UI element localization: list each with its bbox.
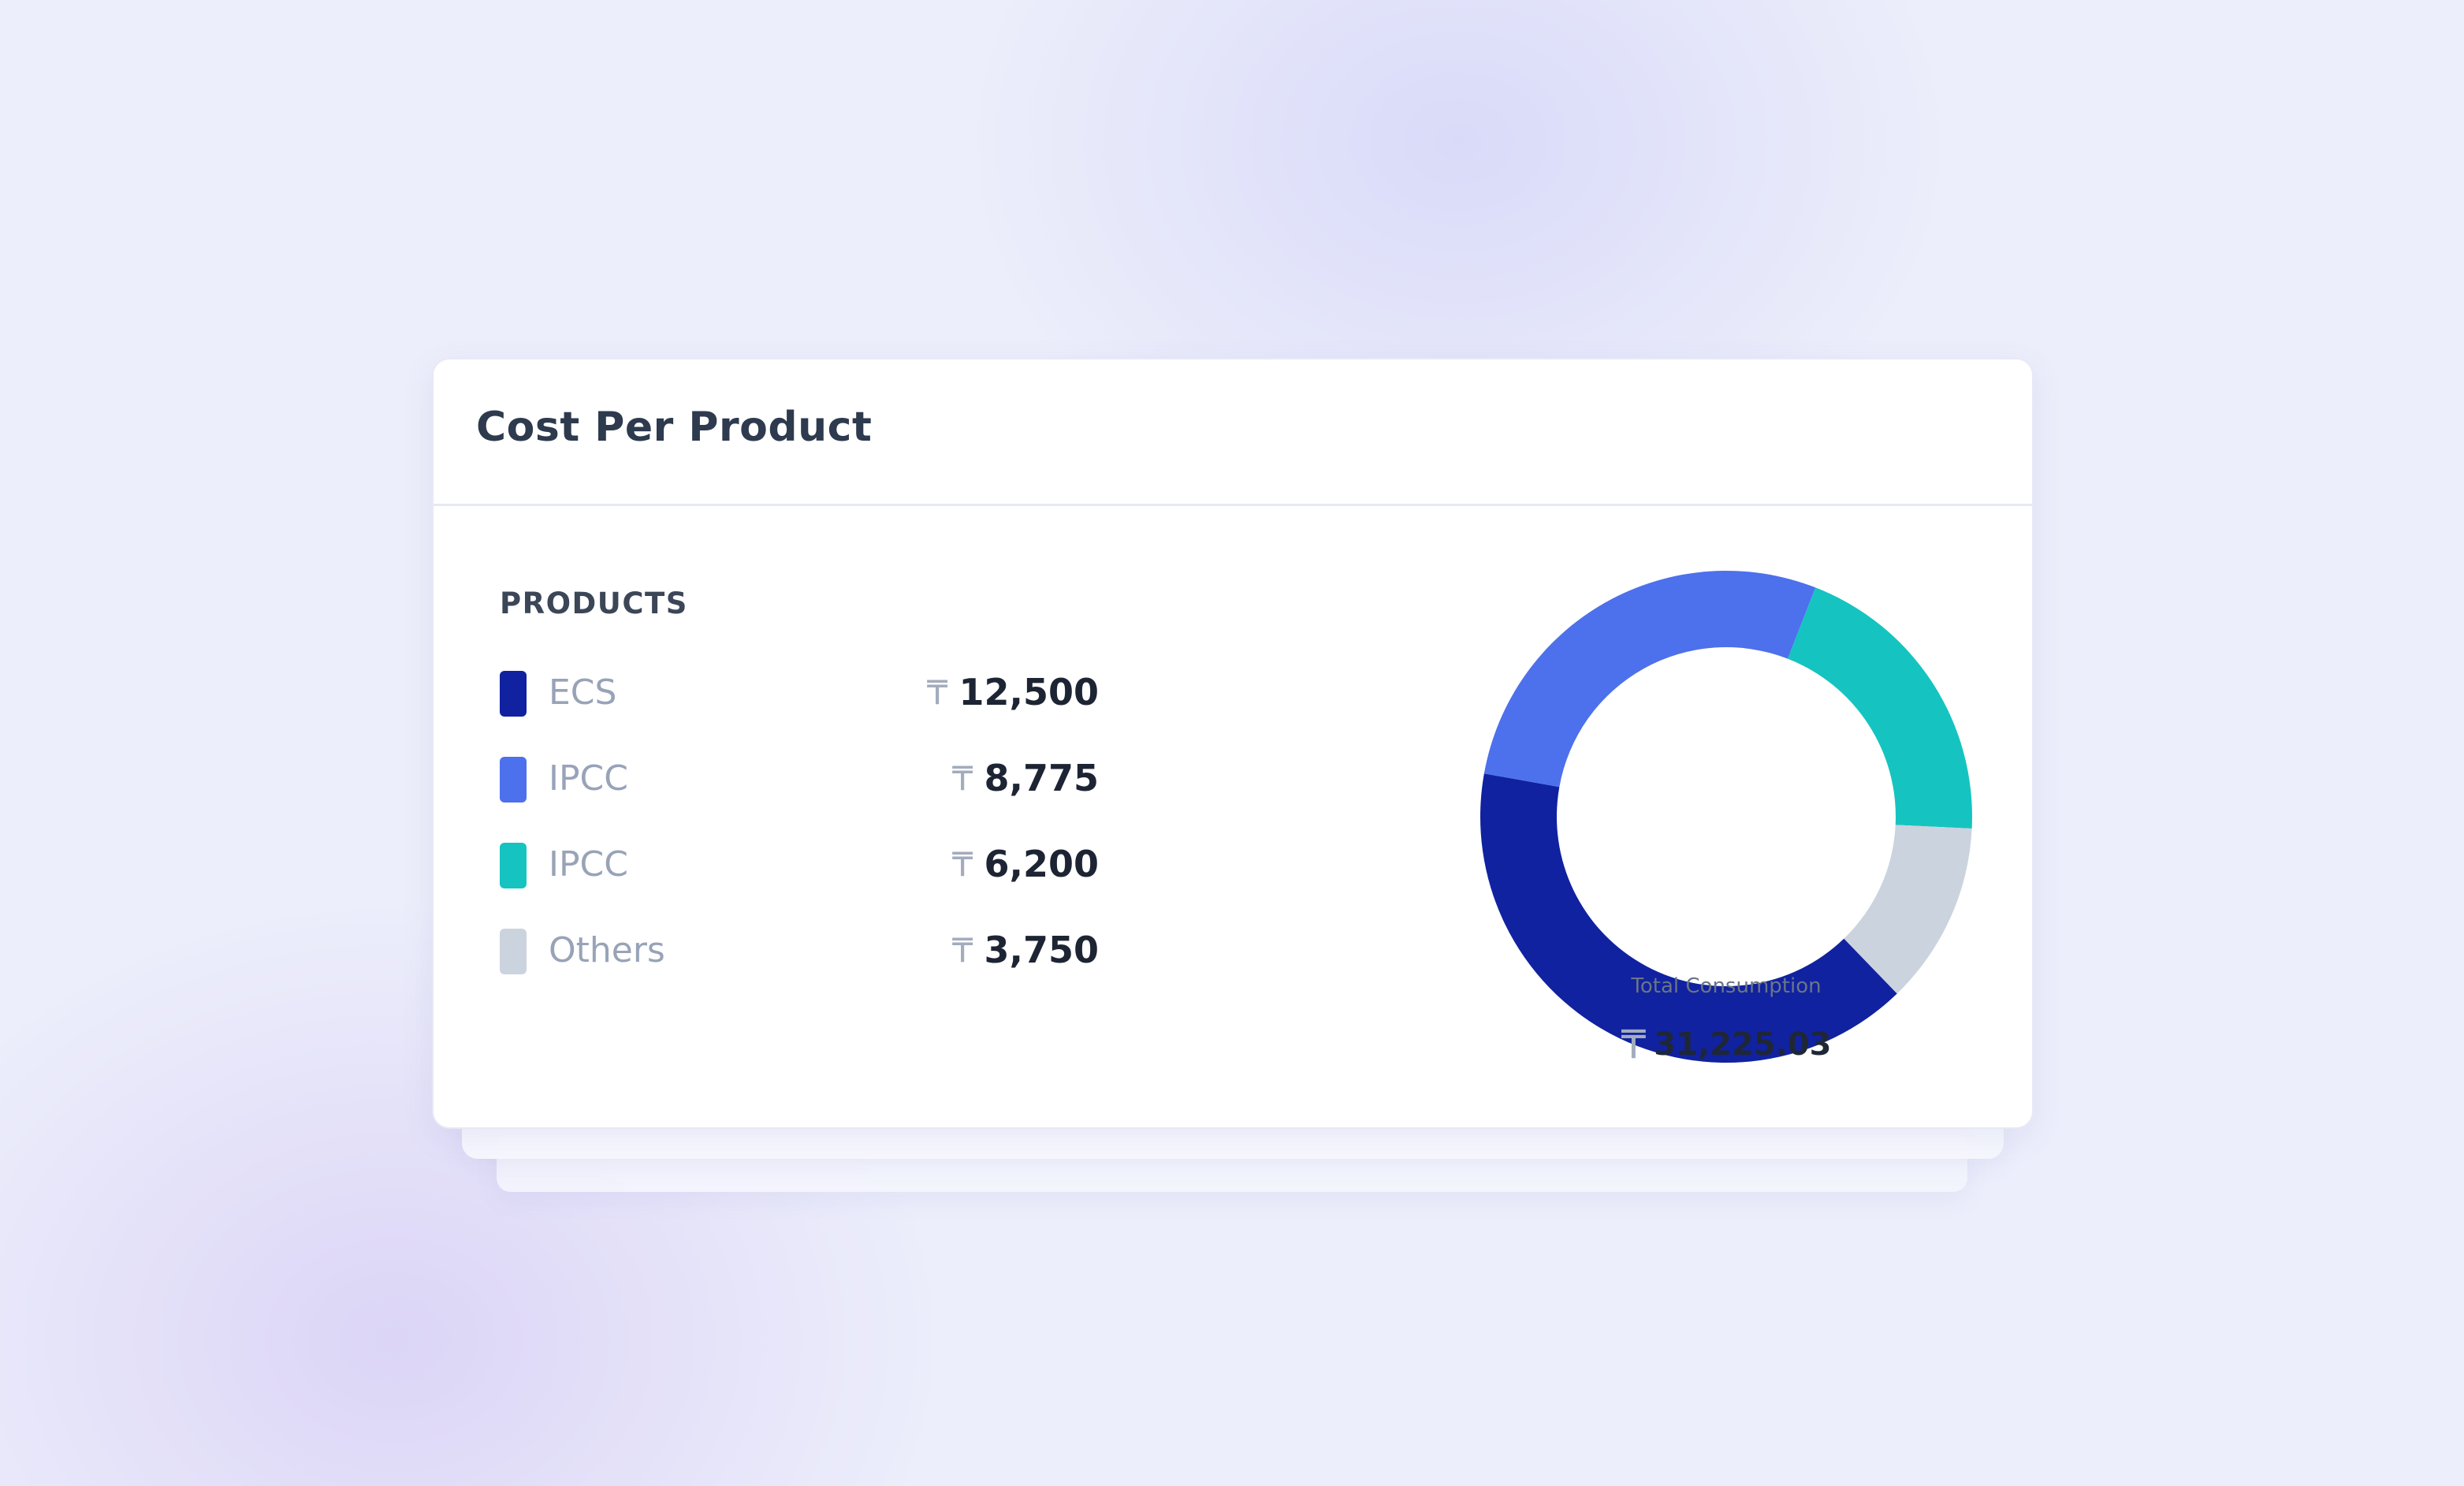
legend-amount: ₸ 3,750 bbox=[952, 929, 1099, 971]
legend-swatch bbox=[500, 929, 527, 974]
center-total: ₸ 31,225.03 bbox=[1474, 1022, 1978, 1067]
legend-swatch bbox=[500, 757, 527, 803]
donut-slice bbox=[1480, 773, 1897, 1063]
donut-slice bbox=[1844, 825, 1972, 994]
card-header: Cost Per Product bbox=[434, 359, 2032, 506]
donut-slice bbox=[1788, 587, 1972, 829]
tenge-icon: ₸ bbox=[926, 672, 948, 712]
legend-value: 12,500 bbox=[958, 671, 1099, 713]
legend-item: IPCC ₸ 6,200 bbox=[500, 843, 1099, 929]
legend-amount: ₸ 12,500 bbox=[927, 671, 1099, 713]
card-title: Cost Per Product bbox=[476, 404, 873, 451]
donut-chart: Total Consumption ₸ 31,225.03 bbox=[1474, 564, 1978, 1069]
legend-amount: ₸ 8,775 bbox=[952, 757, 1099, 799]
tenge-icon: ₸ bbox=[1621, 1022, 1647, 1067]
center-total-value: 31,225.03 bbox=[1654, 1026, 1832, 1063]
legend-value: 8,775 bbox=[984, 757, 1099, 799]
donut-chart-svg bbox=[1480, 571, 1972, 1063]
tenge-icon: ₸ bbox=[951, 844, 973, 884]
legend-value: 6,200 bbox=[984, 843, 1099, 885]
legend-item: Others ₸ 3,750 bbox=[500, 929, 1099, 1015]
cost-per-product-card: Cost Per Product PRODUCTS ECS ₸ 12,500 IPCC… bbox=[432, 358, 2034, 1129]
legend-swatch bbox=[500, 671, 527, 717]
legend-amount: ₸ 6,200 bbox=[952, 843, 1099, 885]
legend-item: IPCC ₸ 8,775 bbox=[500, 757, 1099, 843]
tenge-icon: ₸ bbox=[951, 758, 973, 798]
legend-value: 3,750 bbox=[984, 929, 1099, 971]
center-label: Total Consumption bbox=[1631, 974, 1822, 998]
legend-label: ECS bbox=[549, 672, 617, 713]
tenge-icon: ₸ bbox=[951, 930, 973, 970]
legend-heading: PRODUCTS bbox=[500, 587, 688, 620]
legend-label: IPCC bbox=[549, 758, 628, 799]
product-legend: ECS ₸ 12,500 IPCC ₸ 8,775 IPCC ₸ 6,200 Others ₸ 3,7… bbox=[500, 671, 1099, 1015]
legend-label: IPCC bbox=[549, 844, 628, 885]
legend-swatch bbox=[500, 843, 527, 888]
donut-slice bbox=[1483, 571, 1816, 788]
legend-item: ECS ₸ 12,500 bbox=[500, 671, 1099, 757]
legend-label: Others bbox=[549, 930, 665, 970]
